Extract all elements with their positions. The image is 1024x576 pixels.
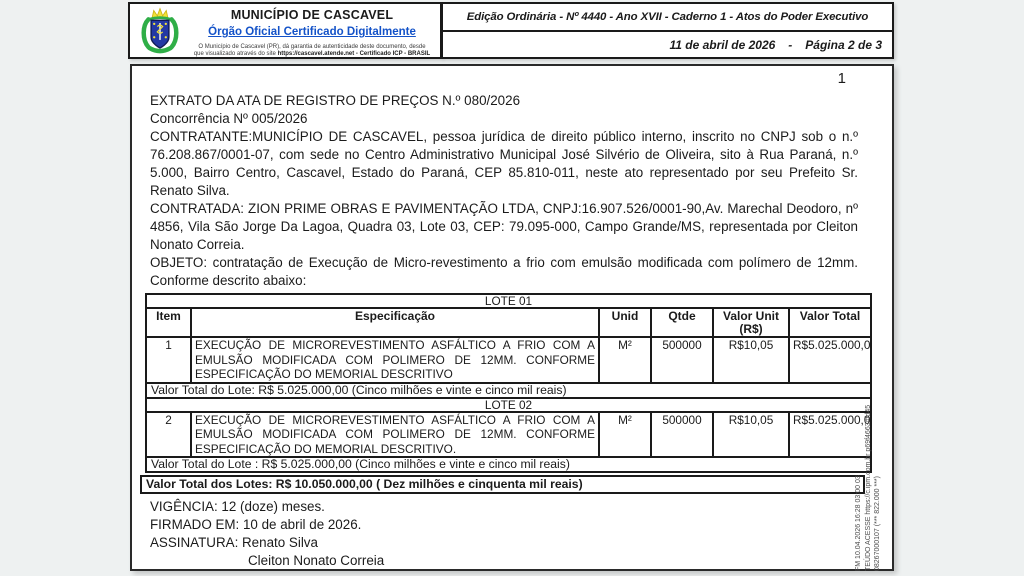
lote2-cell-valor-unit: R$10,05 xyxy=(712,410,790,458)
date-page-separator: - xyxy=(788,37,793,52)
lote2-cell-unid: M² xyxy=(598,410,652,458)
document-title: EXTRATO DA ATA DE REGISTRO DE PREÇOS N.º… xyxy=(150,93,521,108)
lote2-title-row: LOTE 02 xyxy=(145,396,872,413)
page-corner-mark: 1 xyxy=(837,70,846,87)
lote2-cell-especificacao: EXECUÇÃO DE MICROREVESTIMENTO ASFÁLTICO … xyxy=(190,410,600,458)
lote2-total: Valor Total do Lote : R$ 5.025.000,00 (C… xyxy=(145,456,872,473)
lote1-cell-valor-total: R$5.025.000,00 xyxy=(788,336,872,384)
col-header-qtde: Qtde xyxy=(650,307,714,338)
lote1-total: Valor Total do Lote: R$ 5.025.000,00 (Ci… xyxy=(145,381,872,399)
lote2-item-row: 2 EXECUÇÃO DE MICROREVESTIMENTO ASFÁLTIC… xyxy=(145,410,872,458)
assinatura-line-2: Cleiton Nonato Correia xyxy=(248,553,385,568)
certification-note-line2: que visualizado através do site https://… xyxy=(193,51,431,58)
municipality-title: MUNICÍPIO DE CASCAVEL xyxy=(230,8,394,22)
issue-date: 11 de abril de 2026 xyxy=(669,37,776,52)
masthead-municipality-box: MUNICÍPIO DE CASCAVEL Órgão Oficial Cert… xyxy=(128,2,442,59)
stamp-line-1: FM 10.04.2026 16:28 03:00 03 xyxy=(855,475,862,571)
lote1-title-row: LOTE 01 xyxy=(145,293,872,309)
contratada-paragraph: CONTRATADA: ZION PRIME OBRAS E PAVIMENTA… xyxy=(150,201,858,252)
certification-note-line1: O Município de Cascavel (PR), dá garanti… xyxy=(198,44,426,50)
edition-info: Edição Ordinária - Nº 4440 - Ano XVII - … xyxy=(443,4,892,32)
firmado-line: FIRMADO EM: 10 de abril de 2026. xyxy=(150,517,362,532)
lote2-cell-item: 2 xyxy=(145,410,192,458)
lote1-cell-valor-unit: R$10,05 xyxy=(712,336,790,384)
col-header-especificacao: Especificação xyxy=(190,307,600,338)
page-indicator: Página 2 de 3 xyxy=(805,37,882,52)
grand-total-row: Valor Total dos Lotes: R$ 10.050.000,00 … xyxy=(140,475,865,494)
document-body: EXTRATO DA ATA DE REGISTRO DE PREÇOS N.º… xyxy=(140,92,872,570)
document-page: 1 EXTRATO DA ATA DE REGISTRO DE PREÇOS N… xyxy=(130,64,894,571)
contratante-paragraph: CONTRATANTE:MUNICÍPIO DE CASCAVEL, pesso… xyxy=(150,129,858,198)
tender-reference: Concorrência Nº 005/2026 xyxy=(150,111,308,126)
date-page-row: 11 de abril de 2026 - Página 2 de 3 xyxy=(443,32,892,57)
price-table-wrap: LOTE 01 Item Especificação Unid Qtde Val… xyxy=(140,293,872,494)
cascavel-coat-of-arms-icon xyxy=(130,4,190,57)
col-header-unid: Unid xyxy=(598,307,652,338)
stamp-line-2: TEÚDO ACESSE https://c.ipm.com.br p69f46… xyxy=(864,404,872,571)
lote2-cell-valor-total: R$5.025.000,00 xyxy=(788,410,872,458)
lote1-cell-unid: M² xyxy=(598,336,652,384)
certification-note: O Município de Cascavel (PR), dá garanti… xyxy=(190,44,434,59)
vigencia-line: VIGÊNCIA: 12 (doze) meses. xyxy=(150,499,325,514)
stamp-line-3: 08267000107 (*** 822.000 ***) xyxy=(874,476,881,571)
col-header-valor-unit: Valor Unit (R$) xyxy=(712,307,790,338)
objeto-paragraph: OBJETO: contratação de Execução de Micro… xyxy=(150,255,858,288)
price-table: LOTE 01 Item Especificação Unid Qtde Val… xyxy=(145,293,872,473)
lote1-total-row: Valor Total do Lote: R$ 5.025.000,00 (Ci… xyxy=(145,381,872,399)
table-header-row: Item Especificação Unid Qtde Valor Unit … xyxy=(145,307,872,338)
lote2-title: LOTE 02 xyxy=(145,396,872,413)
lote1-cell-item: 1 xyxy=(145,336,192,384)
masthead-text-block: MUNICÍPIO DE CASCAVEL Órgão Oficial Cert… xyxy=(190,4,440,57)
lote1-cell-especificacao: EXECUÇÃO DE MICROREVESTIMENTO ASFÁLTICO … xyxy=(190,336,600,384)
col-header-valor-total: Valor Total xyxy=(788,307,872,338)
masthead-edition-box: Edição Ordinária - Nº 4440 - Ano XVII - … xyxy=(441,2,894,59)
digital-verification-stamp: FM 10.04.2026 16:28 03:00 03 TEÚDO ACESS… xyxy=(854,319,883,571)
lote2-total-row: Valor Total do Lote : R$ 5.025.000,00 (C… xyxy=(145,456,872,473)
lote1-cell-qtde: 500000 xyxy=(650,336,714,384)
gazette-certification-link[interactable]: Órgão Oficial Certificado Digitalmente xyxy=(208,26,416,38)
lote1-item-row: 1 EXECUÇÃO DE MICROREVESTIMENTO ASFÁLTIC… xyxy=(145,336,872,384)
col-header-item: Item xyxy=(145,307,192,338)
assinatura-line: ASSINATURA: Renato Silva xyxy=(150,535,318,550)
masthead: MUNICÍPIO DE CASCAVEL Órgão Oficial Cert… xyxy=(128,2,894,59)
lote2-cell-qtde: 500000 xyxy=(650,410,714,458)
lote1-title: LOTE 01 xyxy=(145,293,872,309)
